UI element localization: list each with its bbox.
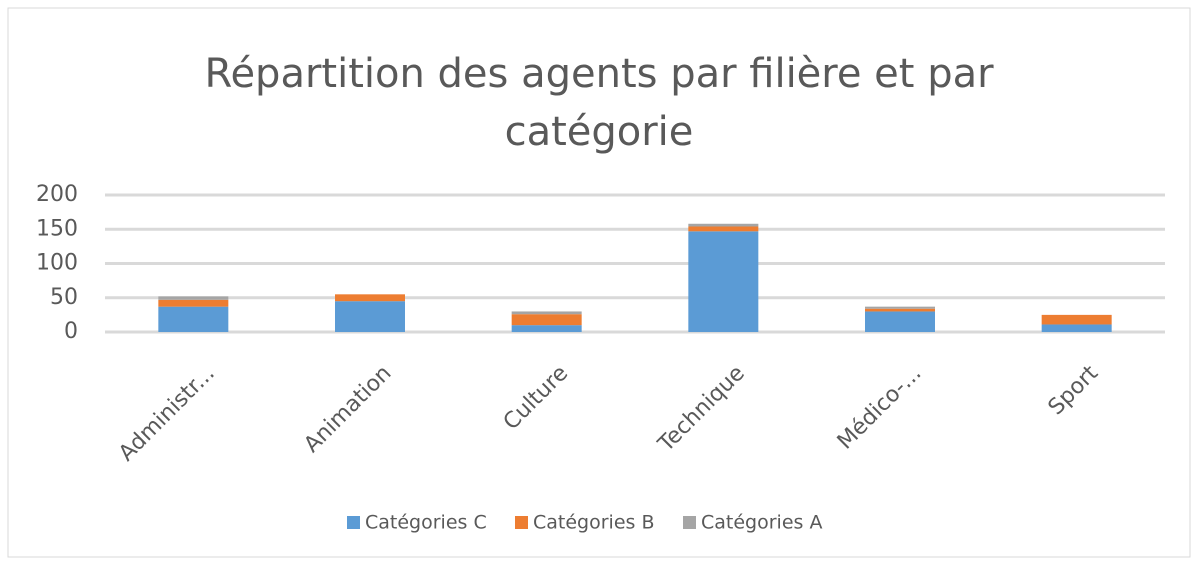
bar-segment [335, 294, 405, 302]
bar-segment [511, 325, 582, 332]
y-tick-label: 200 [36, 182, 78, 207]
bar-segment [158, 296, 229, 300]
bar-segment [511, 314, 582, 326]
y-tick-label: 150 [36, 216, 78, 241]
bar-segment [688, 231, 759, 332]
legend-label: Catégories C [365, 512, 487, 534]
y-tick-label: 0 [64, 319, 78, 344]
bar-segment [865, 311, 935, 332]
legend-swatch [347, 516, 360, 529]
bar-segment [688, 223, 759, 227]
bar-segment [865, 308, 935, 312]
bar-segment [158, 306, 229, 332]
bar-segment [865, 306, 935, 309]
chart-frame [7, 7, 1191, 558]
legend-swatch [515, 516, 528, 529]
y-tick-label: 50 [50, 285, 78, 310]
bar-segment [1041, 314, 1112, 325]
chart-title: Répartition des agents par filière et pa… [204, 51, 994, 155]
bar-segment [511, 311, 582, 315]
bar-segment [335, 301, 405, 332]
y-tick-label: 100 [36, 251, 78, 276]
legend-label: Catégories B [533, 512, 655, 534]
legend-label: Catégories A [701, 512, 822, 534]
legend-swatch [683, 516, 696, 529]
bar-segment [1041, 324, 1112, 332]
bar-segment [688, 226, 759, 232]
bar-segment [158, 299, 229, 307]
